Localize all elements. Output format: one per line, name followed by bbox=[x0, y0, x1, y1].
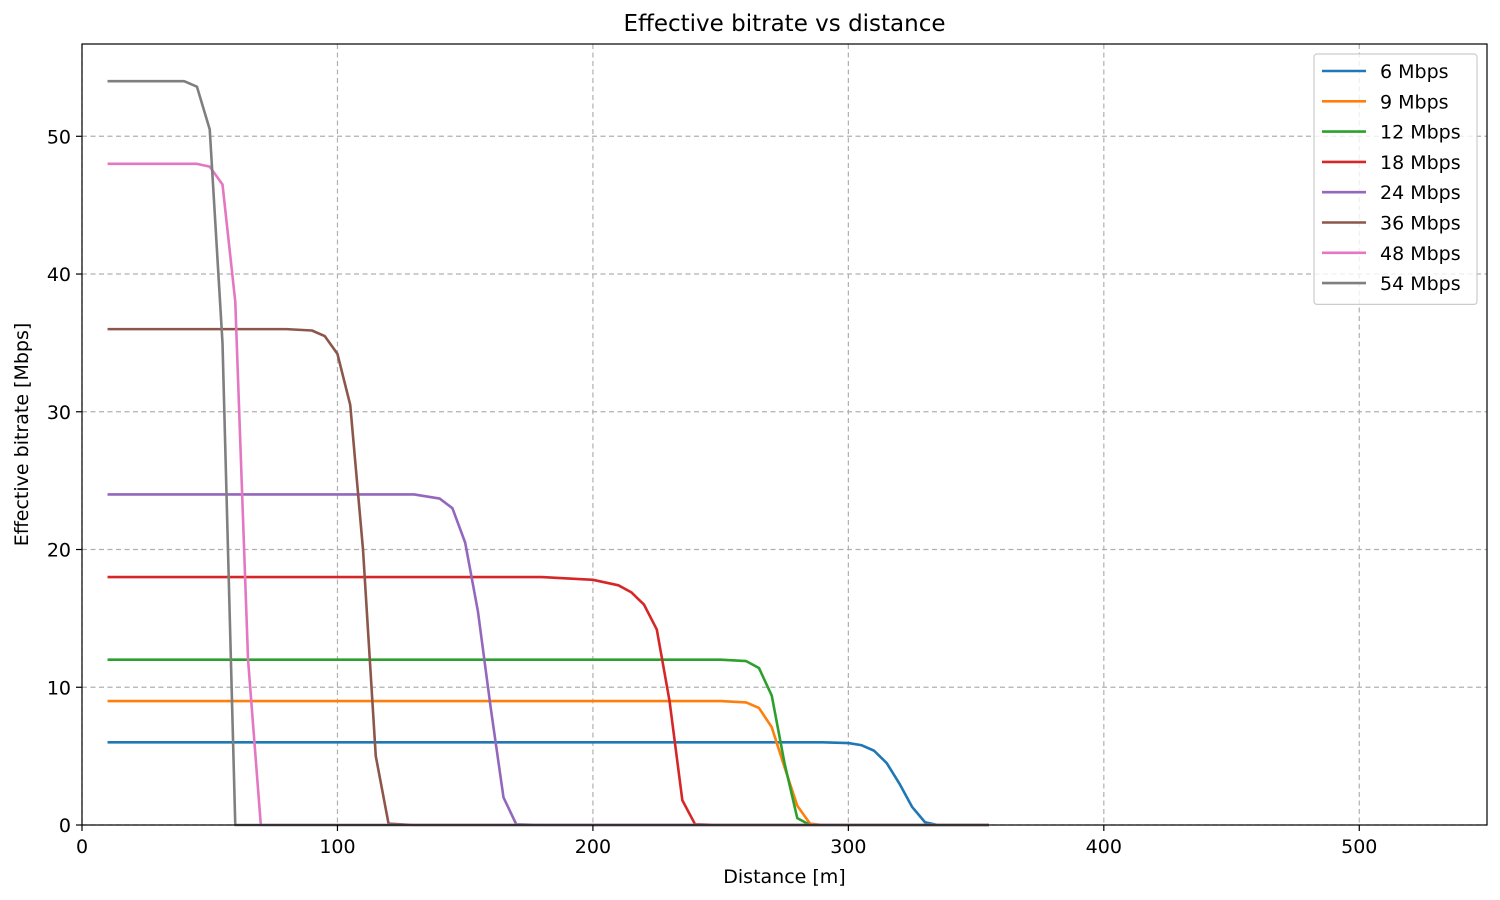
x-axis-label: Distance [m] bbox=[723, 866, 845, 888]
y-tick-label: 50 bbox=[47, 126, 71, 148]
y-tick-label: 0 bbox=[59, 815, 71, 837]
y-tick-label: 30 bbox=[47, 402, 71, 424]
legend: 6 Mbps 9 Mbps 12 Mbps 18 Mbps 24 Mbps 36 Mbps… bbox=[1313, 53, 1478, 305]
axis-ticks: 0 100 200 300 400 500 0 10 20 30 40 50 bbox=[47, 126, 1378, 858]
legend-label-36-mbps: 36 Mbps bbox=[1380, 213, 1461, 235]
legend-label-9-mbps: 9 Mbps bbox=[1380, 91, 1449, 113]
legend-label-54-mbps: 54 Mbps bbox=[1380, 273, 1461, 295]
series-line-9-mbps bbox=[107, 699, 989, 827]
chart-title: Effective bitrate vs distance bbox=[623, 11, 945, 37]
x-tick-label: 0 bbox=[76, 836, 88, 858]
series-line-6-mbps bbox=[107, 741, 989, 827]
legend-label-18-mbps: 18 Mbps bbox=[1380, 152, 1461, 174]
x-tick-label: 500 bbox=[1341, 836, 1377, 858]
plot-frame bbox=[81, 43, 1488, 826]
series-lines bbox=[107, 79, 989, 827]
x-tick-label: 300 bbox=[830, 836, 866, 858]
x-tick-label: 100 bbox=[319, 836, 355, 858]
y-tick-label: 40 bbox=[47, 264, 71, 286]
legend-label-6-mbps: 6 Mbps bbox=[1380, 61, 1449, 83]
gridlines bbox=[81, 44, 1487, 826]
x-tick-label: 200 bbox=[575, 836, 611, 858]
legend-label-12-mbps: 12 Mbps bbox=[1380, 122, 1461, 144]
legend-label-48-mbps: 48 Mbps bbox=[1380, 243, 1461, 265]
y-tick-label: 20 bbox=[47, 540, 71, 562]
x-tick-label: 400 bbox=[1086, 836, 1122, 858]
legend-box bbox=[1313, 53, 1478, 305]
y-axis-label: Effective bitrate [Mbps] bbox=[11, 323, 33, 547]
legend-label-24-mbps: 24 Mbps bbox=[1380, 182, 1461, 204]
y-tick-label: 10 bbox=[47, 677, 71, 699]
